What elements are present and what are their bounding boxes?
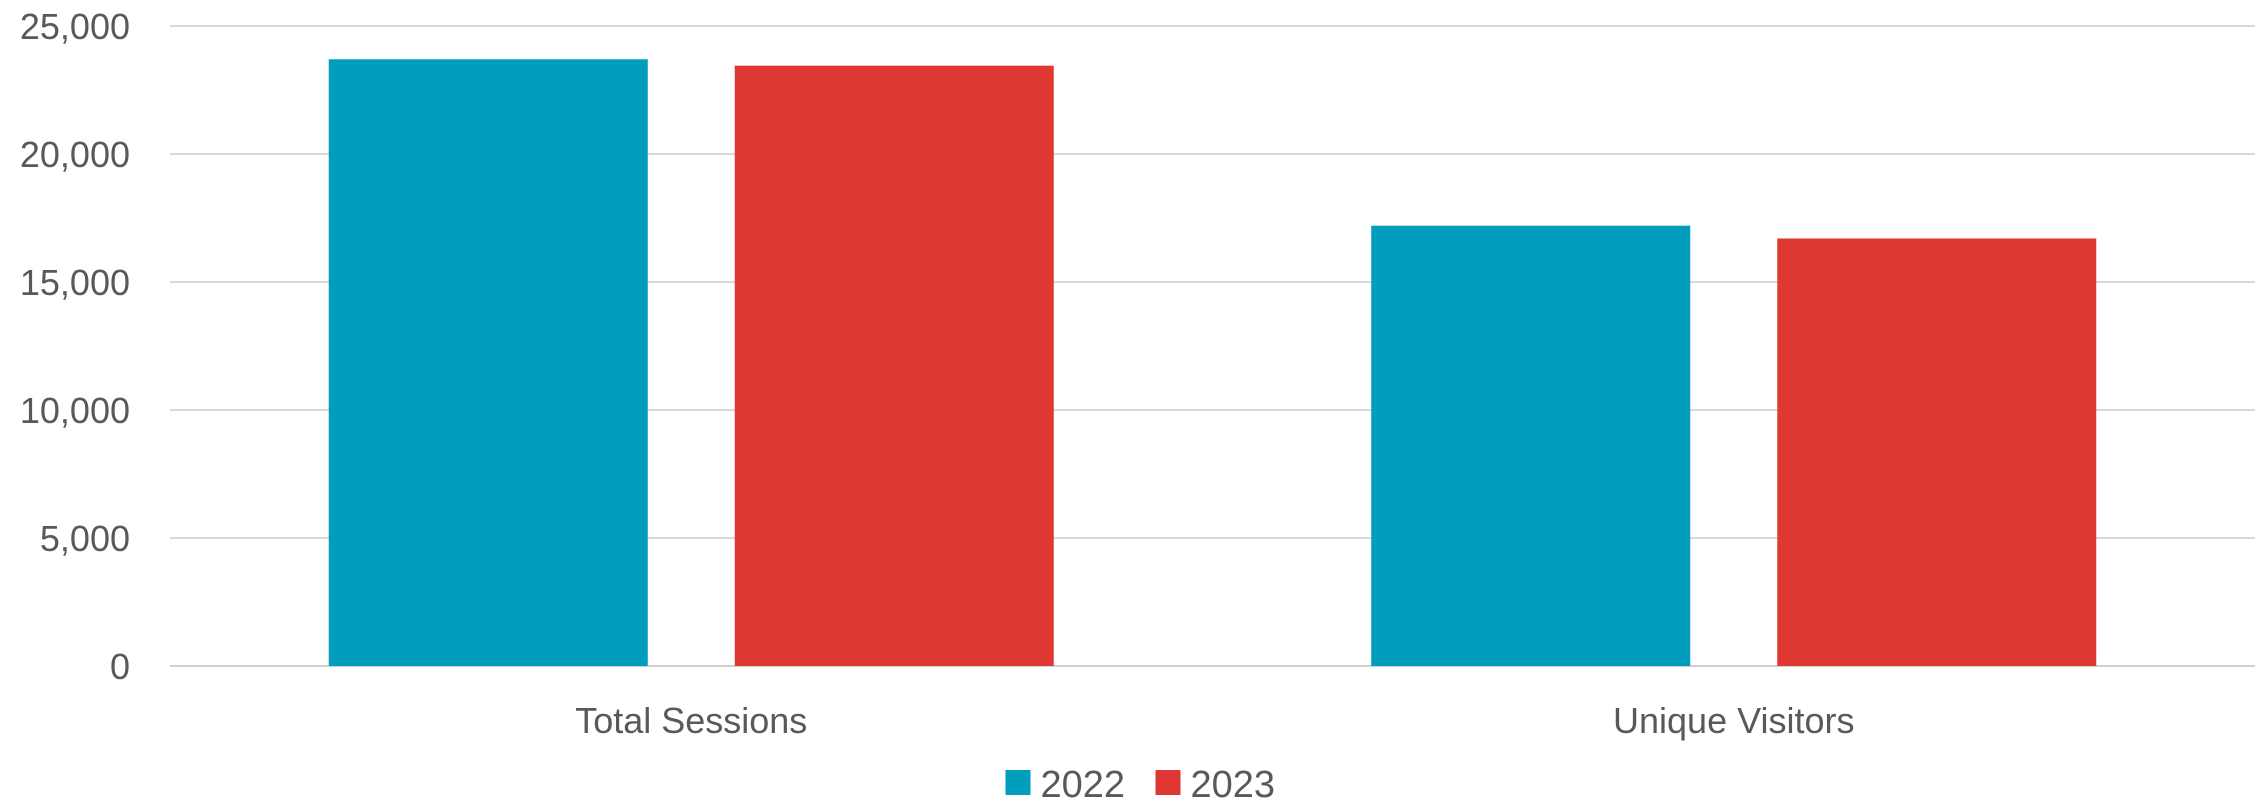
bar-2023-total-sessions <box>734 65 1054 667</box>
x-axis-category-labels: Total Sessions Unique Visitors <box>575 700 1854 741</box>
x-category-label: Unique Visitors <box>1613 700 1854 741</box>
legend-swatch <box>1155 770 1181 795</box>
bar-2022-unique-visitors <box>1371 225 1691 666</box>
bar-2023-unique-visitors <box>1777 238 2097 667</box>
legend-item-2022: 2022 <box>1005 764 1126 806</box>
bar-2022-total-sessions <box>328 59 648 666</box>
y-tick-label: 10,000 <box>20 390 130 431</box>
x-category-label: Total Sessions <box>575 700 807 741</box>
y-tick-label: 5,000 <box>40 518 130 559</box>
y-tick-label: 15,000 <box>20 262 130 303</box>
legend-label: 2023 <box>1191 764 1276 806</box>
y-tick-label: 25,000 <box>20 6 130 47</box>
legend-item-2023: 2023 <box>1155 764 1276 806</box>
bars <box>328 59 2097 667</box>
y-tick-label: 0 <box>110 646 130 687</box>
legend-label: 2022 <box>1041 764 1126 806</box>
legend: 2022 2023 <box>1005 764 1276 806</box>
legend-swatch <box>1005 770 1031 795</box>
y-tick-label: 20,000 <box>20 134 130 175</box>
y-axis-tick-labels: 0 5,000 10,000 15,000 20,000 25,000 <box>20 6 130 687</box>
